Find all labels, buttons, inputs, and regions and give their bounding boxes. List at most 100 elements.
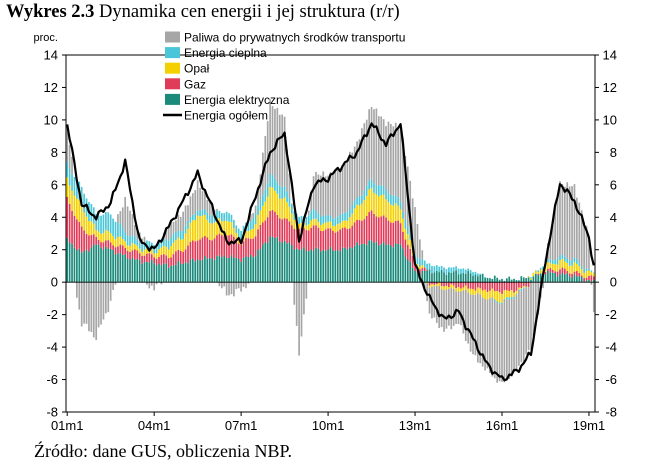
bar-segment [148, 282, 151, 289]
bar-segment [373, 183, 375, 193]
source-note: Źródło: dane GUS, obliczenia NBP. [34, 441, 292, 461]
bar-segment [121, 207, 124, 228]
bar-segment [315, 218, 317, 226]
bar-segment [375, 108, 378, 185]
bar-segment [394, 243, 397, 283]
bar-segment [561, 272, 564, 283]
bar-segment [223, 282, 226, 287]
bar-segment [90, 282, 93, 332]
bar-segment [571, 265, 573, 274]
y-tick-label-left: -6 [46, 372, 58, 387]
bar-segment [90, 234, 93, 248]
bar-segment [146, 253, 148, 262]
bar-segment [109, 248, 112, 283]
bar-segment [179, 231, 182, 240]
bar-segment [220, 257, 223, 283]
bar-segment [88, 282, 90, 332]
bar-segment [580, 266, 583, 270]
bar-segment [196, 215, 199, 241]
bar-segment [469, 273, 472, 283]
bar-segment [382, 119, 385, 186]
bar-segment [460, 291, 462, 326]
bar-segment [117, 222, 119, 238]
bar-segment [370, 178, 373, 189]
total-energy-line [66, 122, 595, 382]
y-tick-label-left: 0 [51, 275, 58, 290]
bar-segment [590, 275, 593, 282]
bar-segment [95, 230, 98, 237]
bar-segment [80, 226, 83, 253]
bar-segment [276, 107, 279, 183]
bar-segment [588, 268, 590, 271]
bar-segment [187, 220, 189, 229]
bar-segment [305, 216, 308, 226]
bar-segment [225, 235, 228, 258]
bar-segment [329, 172, 332, 216]
bar-segment [522, 287, 525, 289]
bar-segment [580, 269, 583, 276]
bar-segment [423, 260, 426, 268]
bar-segment [380, 216, 383, 245]
bar-segment [121, 245, 124, 256]
bar-segment [136, 258, 139, 283]
bar-segment [121, 227, 124, 240]
bar-segment [332, 218, 334, 226]
bar-segment [537, 273, 540, 276]
bar-segment [305, 282, 308, 299]
bar-segment [472, 275, 474, 283]
bar-segment [554, 260, 556, 265]
bar-segment [327, 221, 329, 229]
bar-segment [80, 186, 83, 207]
bar-segment [341, 213, 344, 221]
bar-segment [472, 294, 474, 355]
bar-segment [573, 257, 576, 263]
bar-segment [158, 249, 160, 257]
bar-segment [464, 273, 467, 283]
bar-segment [399, 127, 402, 202]
bar-segment [184, 249, 187, 263]
bar-segment [126, 250, 129, 259]
bar-segment [288, 206, 291, 222]
bar-segment [78, 282, 81, 310]
bar-segment [380, 195, 383, 217]
bar-segment [131, 235, 134, 244]
bar-segment [262, 195, 264, 206]
bar-segment [307, 224, 310, 231]
bar-segment [129, 245, 131, 252]
bar-segment [443, 290, 445, 332]
bar-segment [105, 211, 107, 230]
bar-segment [249, 254, 252, 283]
bar-segment [554, 272, 556, 283]
bar-segment [257, 205, 259, 215]
bar-segment [361, 195, 363, 204]
bar-segment [554, 264, 556, 272]
bar-segment [559, 255, 561, 261]
bar-segment [141, 255, 143, 264]
bar-segment [522, 282, 525, 286]
bar-segment [382, 185, 385, 195]
bar-segment [266, 196, 269, 218]
bar-segment [518, 287, 520, 290]
bar-segment [498, 282, 501, 293]
bar-segment [114, 254, 117, 283]
bar-segment [544, 274, 547, 283]
bar-segment [187, 263, 189, 283]
bar-segment [155, 282, 158, 285]
bar-segment [204, 209, 206, 215]
bar-segment [414, 207, 416, 254]
bar-segment [481, 297, 484, 367]
bar-segment [119, 223, 122, 237]
bar-segment [496, 302, 499, 383]
bar-segment [390, 123, 392, 196]
bar-segment [295, 248, 298, 283]
bar-segment [73, 247, 76, 283]
bar-segment [561, 254, 564, 259]
bar-segment [264, 189, 267, 202]
bar-segment [484, 289, 486, 299]
bar-segment [544, 271, 547, 275]
bar-segment [271, 106, 274, 175]
bar-segment [162, 245, 165, 255]
bar-segment [496, 277, 499, 283]
bar-segment [199, 260, 201, 283]
bar-segment [351, 213, 354, 226]
